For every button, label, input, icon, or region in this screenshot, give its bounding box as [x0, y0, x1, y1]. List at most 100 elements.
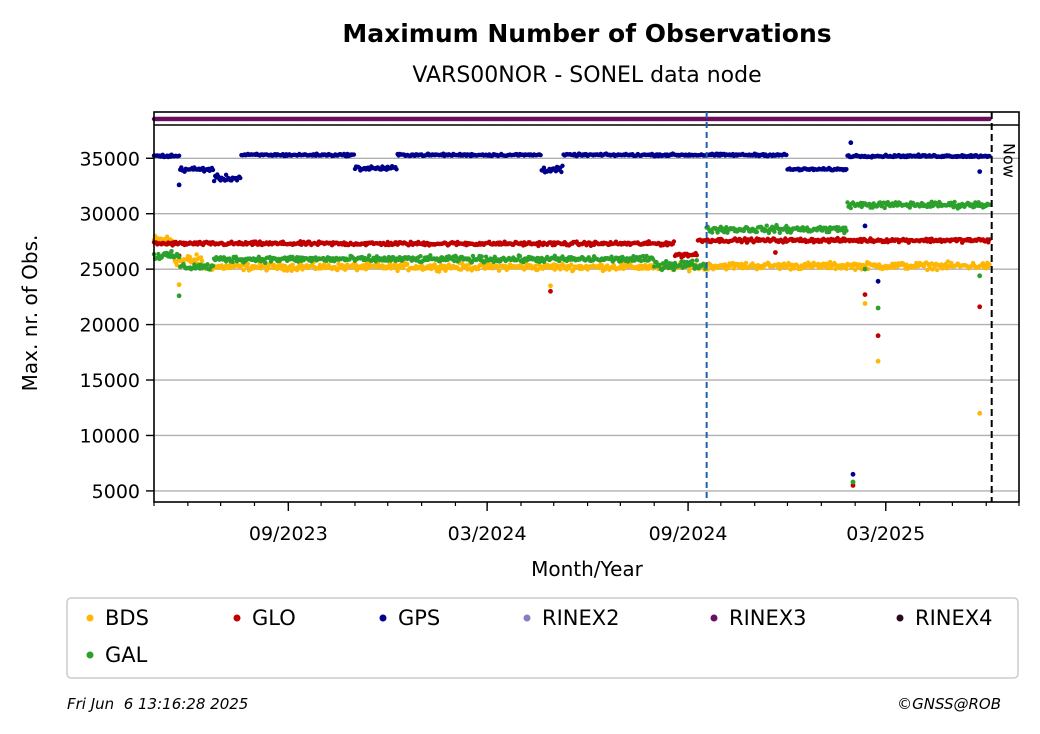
data-point — [848, 205, 853, 211]
data-point — [844, 266, 849, 271]
data-point — [670, 264, 675, 269]
data-point — [174, 262, 180, 268]
data-point — [436, 269, 442, 274]
data-point — [176, 254, 182, 260]
x-tick-label: 09/2024 — [649, 523, 728, 545]
data-point — [945, 259, 951, 264]
data-point — [256, 254, 261, 259]
data-point — [644, 253, 649, 259]
footer-timestamp: Fri Jun 6 13:16:28 2025 — [67, 695, 248, 713]
data-point — [987, 202, 992, 207]
data-point — [702, 262, 707, 268]
data-point — [987, 153, 992, 159]
y-tick-label: 5000 — [92, 481, 140, 503]
data-point — [230, 259, 235, 265]
data-point — [367, 253, 372, 258]
outlier-point — [875, 358, 881, 364]
data-point — [818, 224, 823, 230]
data-point — [437, 258, 443, 264]
outlier-point — [862, 301, 868, 306]
data-point — [907, 205, 912, 210]
outlier-point — [850, 483, 856, 488]
outlier-point — [850, 471, 856, 477]
data-point — [517, 254, 523, 259]
data-point — [743, 260, 749, 266]
data-point — [245, 261, 251, 267]
y-axis: 5000 10000 15000 20000 25000 30000 35000 — [80, 148, 154, 503]
data-point — [599, 263, 604, 268]
outlier-point — [875, 305, 881, 311]
outlier-point — [548, 288, 553, 294]
y-tick-label: 25000 — [80, 259, 140, 281]
legend-label-glo: GLO — [252, 606, 296, 630]
data-point — [681, 259, 686, 264]
outlier-point — [977, 410, 983, 416]
legend-marker-bds — [86, 614, 94, 622]
data-point — [652, 264, 657, 269]
data-point — [558, 267, 563, 272]
y-tick-label: 15000 — [80, 370, 140, 392]
data-point — [638, 258, 644, 264]
data-point — [766, 230, 772, 236]
data-point — [825, 266, 831, 271]
data-point — [976, 200, 981, 205]
data-point — [609, 254, 614, 259]
outlier-point — [862, 292, 868, 297]
outlier-point — [875, 333, 881, 339]
outlier-point — [176, 282, 182, 288]
y-tick-label: 35000 — [80, 148, 140, 170]
data-point — [347, 257, 352, 262]
data-point — [934, 267, 940, 273]
data-point — [192, 262, 197, 267]
data-point — [777, 230, 782, 235]
data-point — [844, 228, 849, 233]
data-point — [709, 230, 715, 235]
data-point — [930, 267, 935, 272]
data-point — [987, 116, 992, 122]
data-point — [853, 267, 858, 272]
data-point — [754, 229, 760, 235]
outlier-point — [977, 169, 983, 175]
data-points — [151, 140, 992, 488]
data-point — [553, 169, 559, 174]
data-point — [395, 268, 400, 274]
data-point — [569, 262, 574, 267]
outlier-point — [773, 250, 778, 255]
rinex-strip — [151, 116, 992, 122]
data-point — [452, 258, 457, 264]
data-point — [784, 152, 789, 158]
outlier-point — [848, 140, 854, 146]
data-point — [929, 199, 934, 204]
legend-label-gal: GAL — [105, 643, 148, 667]
data-point — [169, 249, 174, 254]
data-point — [560, 163, 565, 168]
data-point — [694, 258, 699, 263]
outlier-point — [875, 278, 881, 284]
y-tick-label: 10000 — [80, 425, 140, 447]
data-point — [446, 262, 452, 267]
legend: BDS GLO GPS RINEX2 RINEX3 RINEX4 GAL — [66, 597, 1019, 679]
data-point — [664, 259, 669, 264]
data-point — [515, 257, 520, 262]
data-point — [492, 254, 497, 259]
data-point — [199, 258, 205, 264]
plot-frame: Now — [153, 111, 1020, 503]
series-gps — [151, 140, 992, 477]
data-point — [394, 167, 399, 172]
legend-label-bds: BDS — [105, 606, 149, 630]
outlier-point — [176, 182, 182, 188]
legend-label-rinex3: RINEX3 — [729, 606, 807, 630]
plot-border — [153, 111, 1020, 503]
series-bds — [151, 233, 992, 486]
data-point — [211, 178, 217, 184]
data-point — [559, 169, 564, 175]
data-point — [351, 152, 357, 157]
data-point — [657, 262, 662, 267]
x-tick-label: 03/2025 — [846, 523, 925, 545]
series-rinex3 — [151, 116, 992, 122]
outlier-point — [977, 304, 983, 310]
y-tick-label: 20000 — [80, 315, 140, 337]
gridlines — [154, 157, 1019, 492]
data-point — [641, 253, 646, 259]
